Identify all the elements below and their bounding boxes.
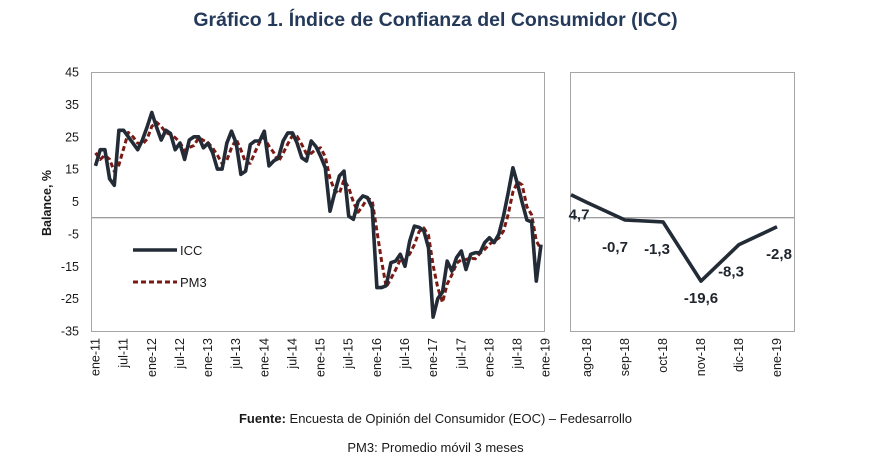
y-tick-label: 5 [72,195,79,209]
pm3-note: PM3: Promedio móvil 3 meses [347,440,524,455]
right-panel: ago-18 sep-18 oct-18 nov-18 dic-18 ene-19 4,7… [569,72,795,377]
source-note: Fuente: Encuesta de Opinión del Consumid… [0,411,871,426]
y-tick-label: -15 [61,260,79,274]
legend: ICC PM3 [133,243,207,290]
data-labels: 4,7 -0,7 -1,3 -19,6-8,3 -2,8 [569,206,792,307]
x-tick-label: jul-11 [117,338,131,369]
x-tick-label-detail: dic-18 [732,338,746,372]
x-tick-label: ene-16 [370,338,384,377]
x-tick-label-detail: ago-18 [580,338,594,377]
left-plot-frame [91,72,545,332]
data-label: -2,8 [766,246,792,263]
y-axis-label: Balance, % [40,170,54,236]
x-tick-label-detail: sep-18 [618,338,632,376]
source-label: Fuente: [238,411,286,426]
x-tick-label: jul-15 [342,338,356,370]
x-tick-label-detail: ene-19 [770,338,784,377]
x-tick-label: jul-14 [285,338,299,370]
y-tick-label: 35 [65,98,79,112]
x-tick-label: jul-13 [229,338,243,370]
data-label: -0,7 [602,239,628,256]
data-label: -1,3 [644,241,670,258]
x-axis-ticks-left: ene-11 jul-11 ene-12 jul-12 ene-13 jul-13 ene-… [89,338,553,377]
icc-detail-line [570,193,778,283]
data-label: -8,3 [718,264,744,281]
x-tick-label: ene-17 [426,338,440,377]
x-tick-label: ene-15 [314,338,328,377]
legend-icc-label: ICC [180,243,202,258]
x-tick-label-detail: oct-18 [656,338,670,373]
data-label: 4,7 [569,206,590,223]
x-tick-label: ene-11 [89,338,103,376]
x-tick-label: ene-12 [145,338,159,377]
left-panel: 45 35 25 15 5 -5 -15 -25 -35 ene-11 jul-11 ene-12 j… [40,66,553,377]
data-label: -19,6 [684,290,718,307]
x-tick-label: jul-17 [454,338,468,370]
y-tick-label: -35 [61,325,79,339]
x-tick-label: jul-16 [398,338,412,370]
source-text: Encuesta de Opinión del Consumidor (EOC)… [285,411,633,426]
right-plot-frame [570,72,795,332]
x-tick-label: ene-13 [201,338,215,377]
icc-series-line [93,110,543,319]
y-tick-label: -5 [68,227,79,241]
x-tick-label: jul-12 [173,338,187,370]
x-tick-label: ene-19 [539,338,553,377]
y-tick-label: 45 [65,66,79,80]
x-tick-label: ene-14 [257,338,271,377]
x-axis-ticks-right: ago-18 sep-18 oct-18 nov-18 dic-18 ene-19 [580,338,784,377]
legend-pm3-label: PM3 [180,275,207,290]
y-axis-ticks: 45 35 25 15 5 -5 -15 -25 -35 [61,66,79,339]
x-tick-label-detail: nov-18 [694,338,708,376]
chart-title: Gráfico 1. Índice de Confianza del Consu… [193,9,678,31]
y-tick-label: 25 [65,130,79,144]
x-tick-label: ene-18 [482,338,496,377]
x-tick-label: jul-18 [511,338,525,370]
y-tick-label: 15 [65,163,79,177]
y-tick-label: -25 [61,292,79,306]
